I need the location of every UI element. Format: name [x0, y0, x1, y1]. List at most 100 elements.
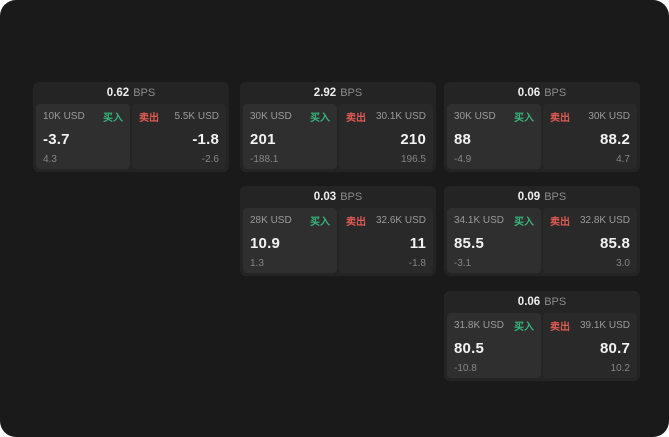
- sell-amount: 32.6K USD: [375, 215, 426, 226]
- bps-header: 0.03 BPS: [240, 186, 436, 208]
- buy-amount: 34.1K USD: [454, 215, 505, 226]
- bps-value: 2.92: [313, 87, 337, 99]
- bps-value: 0.03: [313, 191, 337, 203]
- buy-amount: 30K USD: [454, 111, 496, 122]
- sell-panel-top: 卖出 30K USD: [550, 109, 630, 124]
- buy-panel[interactable]: 34.1K USD 买入 85.5 -3.1: [447, 208, 541, 273]
- bps-unit-label: BPS: [544, 296, 567, 308]
- sell-side-label: 卖出: [346, 217, 366, 228]
- sell-price: 11: [409, 234, 426, 252]
- buy-price: 10.9: [250, 234, 280, 252]
- sell-price: 88.2: [600, 130, 630, 148]
- bps-value: 0.06: [517, 296, 541, 308]
- bps-unit-label: BPS: [340, 191, 363, 203]
- buy-delta: 4.3: [43, 154, 57, 165]
- sell-panel[interactable]: 卖出 30K USD 88.2 4.7: [543, 104, 637, 169]
- sell-panel[interactable]: 卖出 39.1K USD 80.7 10.2: [543, 313, 637, 378]
- bps-unit-label: BPS: [544, 191, 567, 203]
- sell-panel-top: 卖出 30.1K USD: [346, 109, 426, 124]
- buy-side-label: 买入: [103, 113, 123, 124]
- buy-side-label: 买入: [514, 322, 534, 333]
- bps-header: 0.09 BPS: [444, 186, 640, 208]
- quote-card-3: 0.03 BPS 28K USD 买入 10.9 1.3 卖出 32.6K USD…: [240, 186, 436, 276]
- quote-card-5: 0.06 BPS 31.8K USD 买入 80.5 -10.8 卖出 39.1K…: [444, 291, 640, 381]
- bps-value: 0.09: [517, 191, 541, 203]
- sell-amount: 32.8K USD: [579, 215, 630, 226]
- buy-panel-top: 10K USD 买入: [43, 109, 123, 124]
- buy-side-label: 买入: [514, 217, 534, 228]
- buy-panel-top: 30K USD 买入: [250, 109, 330, 124]
- sell-delta: 196.5: [400, 154, 426, 165]
- quote-card-4: 0.09 BPS 34.1K USD 买入 85.5 -3.1 卖出 32.8K …: [444, 186, 640, 276]
- buy-price: 201: [250, 130, 276, 148]
- quote-card-body: 30K USD 买入 201 -188.1 卖出 30.1K USD 210 1…: [240, 104, 436, 172]
- buy-panel-top: 31.8K USD 买入: [454, 318, 534, 333]
- buy-amount: 28K USD: [250, 215, 292, 226]
- quote-card-0: 0.62 BPS 10K USD 买入 -3.7 4.3 卖出 5.5K USD …: [33, 82, 229, 172]
- sell-panel-top: 卖出 32.8K USD: [550, 213, 630, 228]
- buy-delta: 1.3: [250, 258, 264, 269]
- buy-panel[interactable]: 28K USD 买入 10.9 1.3: [243, 208, 337, 273]
- buy-amount: 10K USD: [43, 111, 85, 122]
- quote-card-body: 31.8K USD 买入 80.5 -10.8 卖出 39.1K USD 80.…: [444, 313, 640, 381]
- quote-card-2: 0.06 BPS 30K USD 买入 88 -4.9 卖出 30K USD 88…: [444, 82, 640, 172]
- bps-value: 0.62: [106, 87, 130, 99]
- buy-delta: -3.1: [454, 258, 472, 269]
- buy-side-label: 买入: [310, 217, 330, 228]
- sell-delta: 4.7: [616, 154, 630, 165]
- bps-header: 0.62 BPS: [33, 82, 229, 104]
- sell-price: 80.7: [600, 339, 630, 357]
- buy-amount: 31.8K USD: [454, 320, 505, 331]
- buy-side-label: 买入: [310, 113, 330, 124]
- sell-amount: 39.1K USD: [579, 320, 630, 331]
- sell-panel-top: 卖出 5.5K USD: [139, 109, 219, 124]
- sell-side-label: 卖出: [550, 217, 570, 228]
- buy-price: 80.5: [454, 339, 484, 357]
- sell-delta: -1.8: [408, 258, 426, 269]
- sell-price: 210: [400, 130, 426, 148]
- buy-panel[interactable]: 10K USD 买入 -3.7 4.3: [36, 104, 130, 169]
- sell-delta: 3.0: [616, 258, 630, 269]
- buy-panel[interactable]: 30K USD 买入 88 -4.9: [447, 104, 541, 169]
- sell-panel[interactable]: 卖出 5.5K USD -1.8 -2.6: [132, 104, 226, 169]
- sell-price: -1.8: [192, 130, 219, 148]
- buy-panel[interactable]: 30K USD 买入 201 -188.1: [243, 104, 337, 169]
- buy-price: 88: [454, 130, 472, 148]
- quote-card-body: 10K USD 买入 -3.7 4.3 卖出 5.5K USD -1.8 -2.…: [33, 104, 229, 172]
- quote-card-body: 28K USD 买入 10.9 1.3 卖出 32.6K USD 11 -1.8: [240, 208, 436, 276]
- sell-price: 85.8: [600, 234, 630, 252]
- buy-amount: 30K USD: [250, 111, 292, 122]
- quote-card-1: 2.92 BPS 30K USD 买入 201 -188.1 卖出 30.1K U…: [240, 82, 436, 172]
- buy-panel-top: 30K USD 买入: [454, 109, 534, 124]
- buy-delta: -10.8: [454, 363, 477, 374]
- buy-price: -3.7: [43, 130, 70, 148]
- sell-delta: 10.2: [610, 363, 630, 374]
- sell-panel[interactable]: 卖出 30.1K USD 210 196.5: [339, 104, 433, 169]
- bps-value: 0.06: [517, 87, 541, 99]
- sell-amount: 30.1K USD: [375, 111, 426, 122]
- sell-side-label: 卖出: [346, 113, 366, 124]
- buy-panel-top: 28K USD 买入: [250, 213, 330, 228]
- bps-header: 2.92 BPS: [240, 82, 436, 104]
- bps-unit-label: BPS: [340, 87, 363, 99]
- buy-price: 85.5: [454, 234, 484, 252]
- bps-header: 0.06 BPS: [444, 291, 640, 313]
- quote-card-body: 34.1K USD 买入 85.5 -3.1 卖出 32.8K USD 85.8…: [444, 208, 640, 276]
- sell-panel-top: 卖出 32.6K USD: [346, 213, 426, 228]
- sell-panel[interactable]: 卖出 32.6K USD 11 -1.8: [339, 208, 433, 273]
- sell-panel[interactable]: 卖出 32.8K USD 85.8 3.0: [543, 208, 637, 273]
- quote-card-body: 30K USD 买入 88 -4.9 卖出 30K USD 88.2 4.7: [444, 104, 640, 172]
- bps-unit-label: BPS: [544, 87, 567, 99]
- sell-amount: 30K USD: [588, 111, 630, 122]
- sell-delta: -2.6: [201, 154, 219, 165]
- bps-header: 0.06 BPS: [444, 82, 640, 104]
- sell-side-label: 卖出: [550, 113, 570, 124]
- buy-delta: -188.1: [250, 154, 279, 165]
- sell-side-label: 卖出: [139, 113, 159, 124]
- bps-unit-label: BPS: [133, 87, 156, 99]
- buy-panel-top: 34.1K USD 买入: [454, 213, 534, 228]
- sell-amount: 5.5K USD: [174, 111, 219, 122]
- buy-delta: -4.9: [454, 154, 472, 165]
- buy-panel[interactable]: 31.8K USD 买入 80.5 -10.8: [447, 313, 541, 378]
